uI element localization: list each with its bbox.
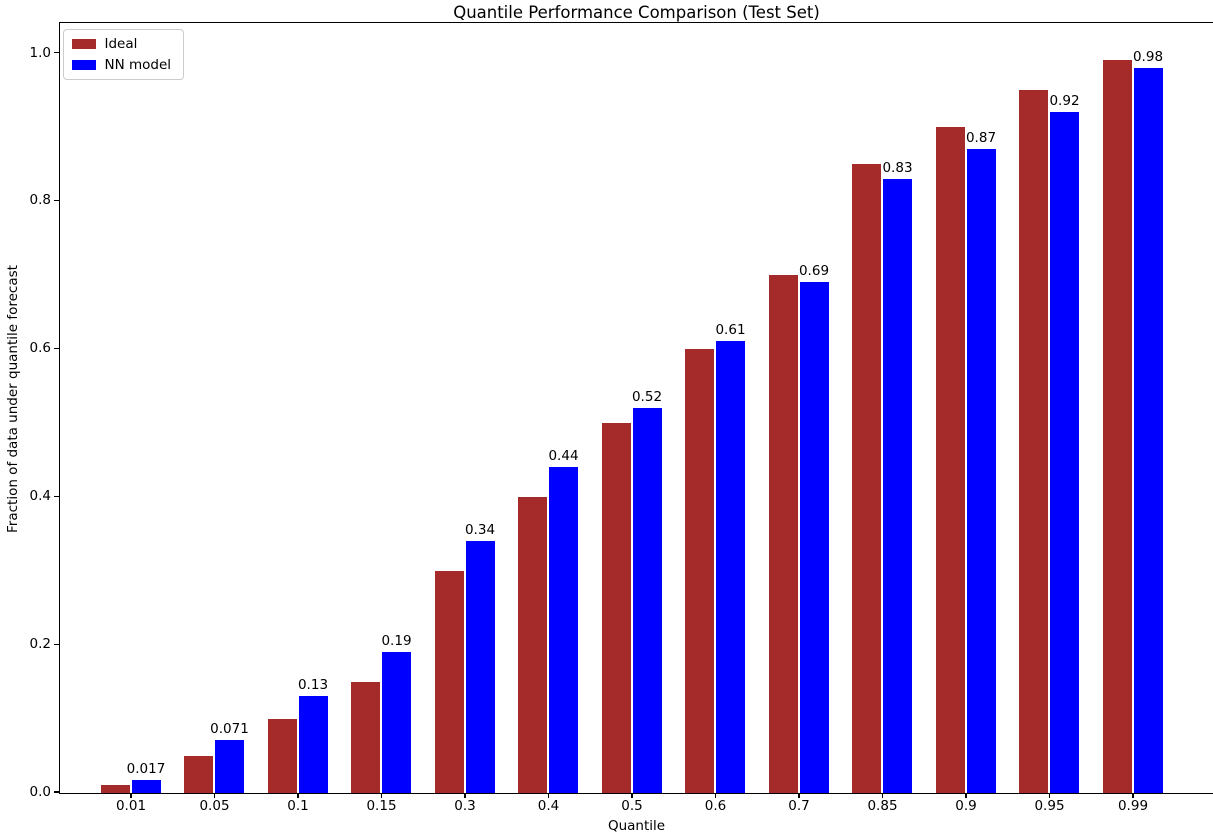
x-tick-mark: [547, 793, 550, 798]
plot-area: Ideal NN model 0.017 0.071 0.13 0.19 0.34 0.44…: [58, 21, 1213, 794]
bar-ideal: [935, 127, 965, 793]
x-tick-mark: [881, 793, 884, 798]
bar-ideal: [518, 496, 547, 793]
x-axis-label: Quantile: [607, 818, 666, 834]
y-tick-label: 1.0: [29, 44, 51, 61]
bar-value-label: 0.69: [798, 263, 830, 280]
y-tick-label: 0.2: [29, 636, 51, 653]
x-tick-mark: [297, 793, 299, 798]
bar-value-label: 0.52: [631, 389, 663, 405]
x-tick-mark: [1132, 793, 1134, 798]
bar-value-label: 0.34: [464, 522, 496, 539]
bar-value-label: 0.071: [210, 721, 249, 738]
x-tick-label: 0.9: [955, 798, 977, 814]
x-tick-label: 0.95: [1034, 798, 1065, 814]
x-tick-label: 0.3: [454, 798, 476, 814]
bar-nn-model: [883, 178, 912, 793]
x-tick-label: 0.05: [199, 798, 230, 814]
y-tick-mark: [54, 347, 59, 349]
bar-nn-model: [1133, 67, 1163, 793]
bar-value-label: 0.44: [548, 448, 579, 465]
bar-ideal: [184, 755, 213, 793]
y-tick-mark: [54, 791, 59, 793]
bar-ideal: [1019, 90, 1048, 793]
bar-nn-model: [716, 341, 745, 793]
bar-nn-model: [1050, 112, 1079, 793]
x-tick-mark: [464, 793, 466, 798]
bar-nn-model: [632, 408, 662, 793]
y-tick-mark: [54, 51, 59, 54]
y-tick-mark: [54, 643, 59, 645]
legend-swatch-nn-model: [71, 59, 96, 70]
x-tick-mark: [965, 793, 967, 798]
y-tick-mark: [54, 199, 59, 202]
bar-value-label: 0.19: [381, 633, 412, 650]
legend-item-ideal: Ideal: [71, 35, 172, 52]
legend-label: Ideal: [104, 35, 138, 52]
x-tick-label: 0.85: [867, 798, 898, 814]
x-tick-mark: [380, 793, 383, 798]
bar-value-label: 0.13: [297, 677, 329, 694]
x-tick-label: 0.99: [1117, 798, 1149, 814]
y-tick-label: 0.0: [29, 784, 51, 800]
x-tick-label: 0.5: [621, 798, 643, 814]
bar-ideal: [685, 348, 714, 793]
x-tick-label: 0.4: [537, 798, 560, 814]
bar-nn-model: [298, 696, 328, 793]
x-tick-label: 0.6: [704, 798, 727, 814]
x-tick-mark: [631, 793, 633, 798]
x-tick-mark: [213, 793, 216, 798]
x-tick-label: 0.01: [115, 798, 147, 814]
x-tick-mark: [798, 793, 800, 798]
bar-ideal: [351, 681, 380, 793]
legend-label: NN model: [104, 56, 172, 73]
bar-value-label: 0.61: [715, 322, 746, 339]
bar-value-label: 0.83: [882, 159, 913, 176]
y-tick-label: 0.6: [29, 340, 51, 357]
legend: Ideal NN model: [62, 28, 185, 80]
bar-ideal: [267, 718, 297, 793]
legend-swatch-ideal: [71, 38, 96, 49]
bar-value-label: 0.017: [126, 760, 166, 777]
x-tick-mark: [130, 793, 132, 798]
y-tick-mark: [54, 495, 59, 497]
bar-nn-model: [215, 740, 244, 793]
bar-nn-model: [131, 779, 161, 793]
bar-ideal: [100, 785, 130, 793]
bar-nn-model: [966, 149, 996, 793]
chart-title: Quantile Performance Comparison (Test Se…: [453, 3, 820, 22]
bar-nn-model: [549, 467, 578, 793]
legend-item-nn-model: NN model: [71, 56, 172, 73]
x-tick-mark: [714, 793, 717, 798]
bar-nn-model: [465, 541, 495, 793]
x-tick-label: 0.15: [366, 798, 397, 814]
bar-ideal: [1102, 60, 1132, 793]
bar-ideal: [768, 274, 798, 793]
x-tick-label: 0.7: [788, 798, 810, 814]
x-tick-mark: [1048, 793, 1051, 798]
bar-value-label: 0.98: [1132, 48, 1164, 65]
bar-ideal: [852, 164, 881, 793]
bar-value-label: 0.92: [1049, 93, 1080, 110]
x-tick-label: 0.1: [287, 798, 309, 814]
bar-ideal: [434, 570, 464, 793]
bar-nn-model: [799, 282, 829, 793]
bar-value-label: 0.87: [965, 130, 997, 147]
bar-nn-model: [382, 652, 411, 793]
y-tick-label: 0.8: [29, 192, 51, 209]
y-tick-label: 0.4: [29, 488, 51, 505]
bar-ideal: [601, 422, 631, 793]
